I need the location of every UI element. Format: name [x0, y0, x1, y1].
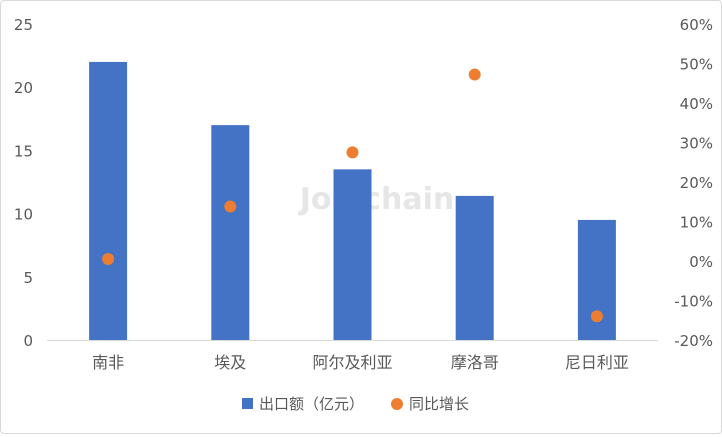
- bar: [333, 169, 372, 340]
- x-tick-label: 南非: [92, 353, 124, 372]
- y-right-tick-label: 20%: [680, 174, 713, 192]
- y-right-tick-label: 50%: [680, 56, 713, 74]
- legend-label-bar: 出口额（亿元）: [259, 395, 364, 413]
- y-right-tick-label: 30%: [680, 135, 713, 153]
- y-right-tick-label: 10%: [680, 214, 713, 232]
- legend-swatch-point: [391, 398, 403, 410]
- y-left-tick-label: 20: [14, 79, 33, 97]
- growth-point: [468, 68, 481, 81]
- bar: [89, 61, 128, 341]
- x-tick-label: 尼日利亚: [565, 353, 629, 372]
- y-right-tick-label: 40%: [680, 95, 713, 113]
- y-right-tick-label: 0%: [689, 253, 713, 271]
- growth-point: [590, 310, 603, 323]
- legend-swatch-bar: [242, 398, 253, 409]
- growth-point: [102, 253, 115, 266]
- x-tick-label: 摩洛哥: [451, 353, 499, 372]
- y-left-tick-label: 10: [14, 206, 33, 224]
- x-tick-label: 埃及: [214, 353, 246, 372]
- y-left-tick-label: 5: [23, 269, 33, 287]
- y-left-tick-label: 0: [23, 332, 33, 350]
- bar: [455, 195, 494, 340]
- y-left-tick-label: 15: [14, 142, 33, 160]
- growth-point: [346, 146, 359, 159]
- watermark-logo: Joinchain: [298, 182, 454, 217]
- x-tick-label: 阿尔及利亚: [312, 353, 392, 372]
- y-right-tick-label: -20%: [674, 332, 713, 350]
- y-right-tick-label: 60%: [680, 16, 713, 34]
- bar: [211, 125, 250, 341]
- y-right-tick-label: -10%: [674, 293, 713, 311]
- legend-label-point: 同比增长: [409, 395, 469, 413]
- y-left-tick-label: 25: [14, 16, 33, 34]
- growth-point: [224, 200, 237, 213]
